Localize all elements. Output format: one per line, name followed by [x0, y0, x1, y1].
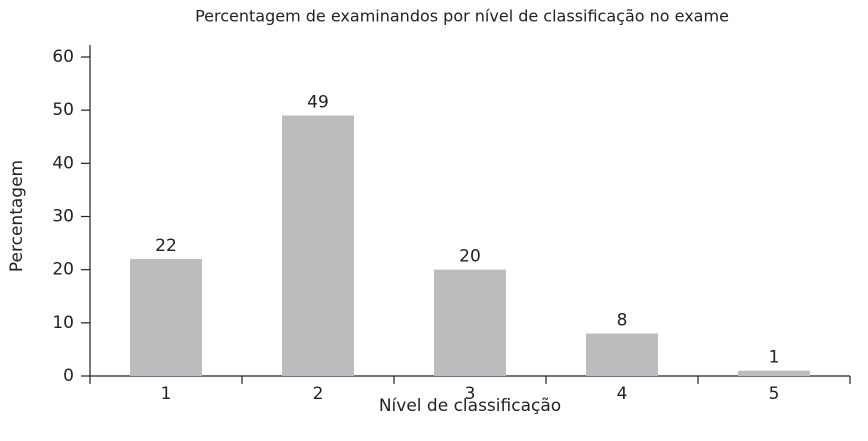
- y-tick-label: 0: [63, 366, 74, 386]
- y-tick-label: 20: [52, 260, 74, 280]
- data-label: 1: [769, 348, 780, 368]
- x-tick-label: 5: [769, 384, 780, 404]
- x-tick-label: 4: [617, 384, 628, 404]
- bar: [434, 269, 506, 376]
- data-label: 22: [155, 236, 177, 256]
- y-tick-label: 60: [52, 47, 74, 67]
- bar: [586, 333, 658, 376]
- y-tick-label: 30: [52, 207, 74, 227]
- data-label: 20: [459, 247, 481, 267]
- bar: [282, 115, 354, 376]
- y-tick-label: 50: [52, 100, 74, 120]
- y-tick-label: 10: [52, 313, 74, 333]
- x-tick-label: 1: [161, 384, 172, 404]
- x-axis-label: Nível de classificação: [379, 396, 561, 416]
- x-tick-label: 2: [313, 384, 324, 404]
- y-axis-label: Percentagem: [7, 160, 27, 272]
- x-tick-label: 3: [465, 384, 476, 404]
- bar: [738, 370, 810, 376]
- data-label: 49: [307, 92, 329, 112]
- bar: [130, 259, 202, 376]
- chart-title: Percentagem de examinandos por nível de …: [195, 7, 729, 26]
- data-label: 8: [617, 310, 628, 330]
- y-tick-label: 40: [52, 153, 74, 173]
